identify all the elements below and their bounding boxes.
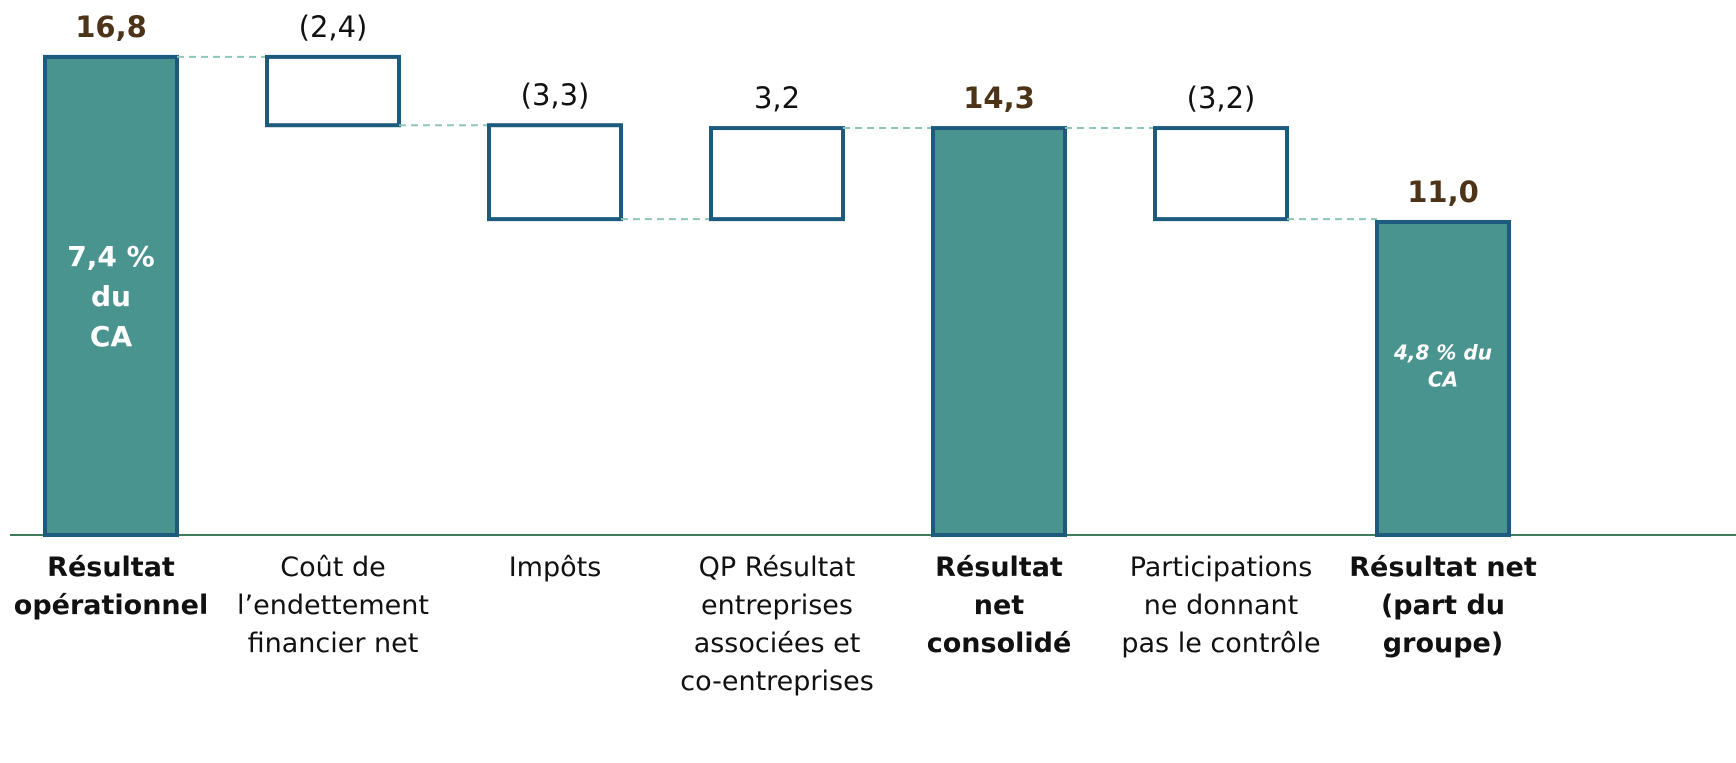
category-label: Impôts [509,552,602,583]
bar [931,126,1067,538]
value-label: (3,2) [1187,81,1256,115]
bar [487,123,623,222]
value-label: (3,3) [521,78,590,112]
bar [265,54,401,128]
value-label: 3,2 [754,81,800,115]
bar [1375,219,1511,537]
bar-annotation: 7,4 % du CA [67,240,154,353]
category-label: Coût de l’endettement financier net [237,552,429,659]
bar-annotation: 4,8 % du CA [1393,340,1492,391]
value-label: (2,4) [299,10,368,44]
category-label: Résultat net consolidé [927,552,1072,659]
value-label: 11,0 [1407,175,1479,209]
value-label: 16,8 [75,10,147,44]
category-label: Participations ne donnant pas le contrôle [1121,552,1320,659]
bar [1153,126,1289,222]
bar [43,54,179,538]
category-label: Résultat opérationnel [14,552,208,621]
bar [709,126,845,222]
value-label: 14,3 [963,81,1035,115]
category-label: QP Résultat entreprises associées et co-ent… [680,552,874,697]
category-label: Résultat net (part du groupe) [1349,552,1537,659]
